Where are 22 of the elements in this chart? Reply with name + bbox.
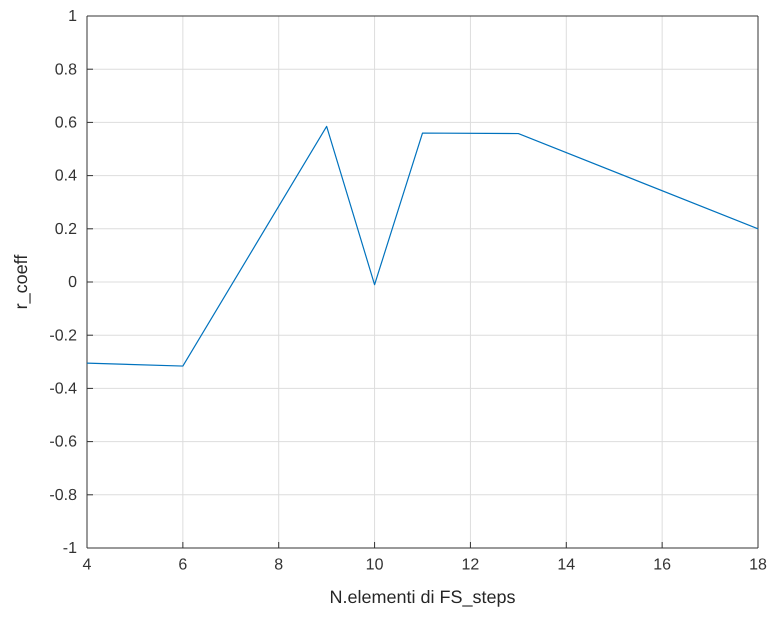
- y-tick-label: -0.2: [49, 327, 78, 344]
- x-tick-label: 6: [178, 556, 188, 574]
- y-tick-label: 0.6: [54, 114, 78, 132]
- x-axis-title: N.elementi di FS_steps: [329, 587, 516, 607]
- x-tick-label: 18: [749, 556, 767, 574]
- y-tick-label: -0.6: [49, 434, 78, 451]
- y-tick-label: -1: [62, 540, 78, 558]
- y-tick-label: -0.8: [49, 486, 78, 504]
- x-tick-label: 14: [557, 556, 576, 574]
- y-tick-label: 0.8: [54, 61, 78, 78]
- x-tick-label: 12: [462, 556, 480, 574]
- line-series: [86, 126, 759, 367]
- x-tick-label: 10: [366, 556, 384, 574]
- x-tick-label: 16: [653, 556, 672, 574]
- x-tick-label: 8: [274, 556, 284, 574]
- x-tick-label: 4: [82, 556, 92, 574]
- y-tick-label: 0: [68, 274, 78, 292]
- y-tick-label: -0.4: [49, 380, 78, 398]
- y-tick-label: 0.2: [54, 220, 78, 238]
- y-tick-label: 0.4: [54, 168, 78, 185]
- y-tick-label: 1: [68, 8, 78, 26]
- y-axis-title: r_coeff: [11, 254, 31, 310]
